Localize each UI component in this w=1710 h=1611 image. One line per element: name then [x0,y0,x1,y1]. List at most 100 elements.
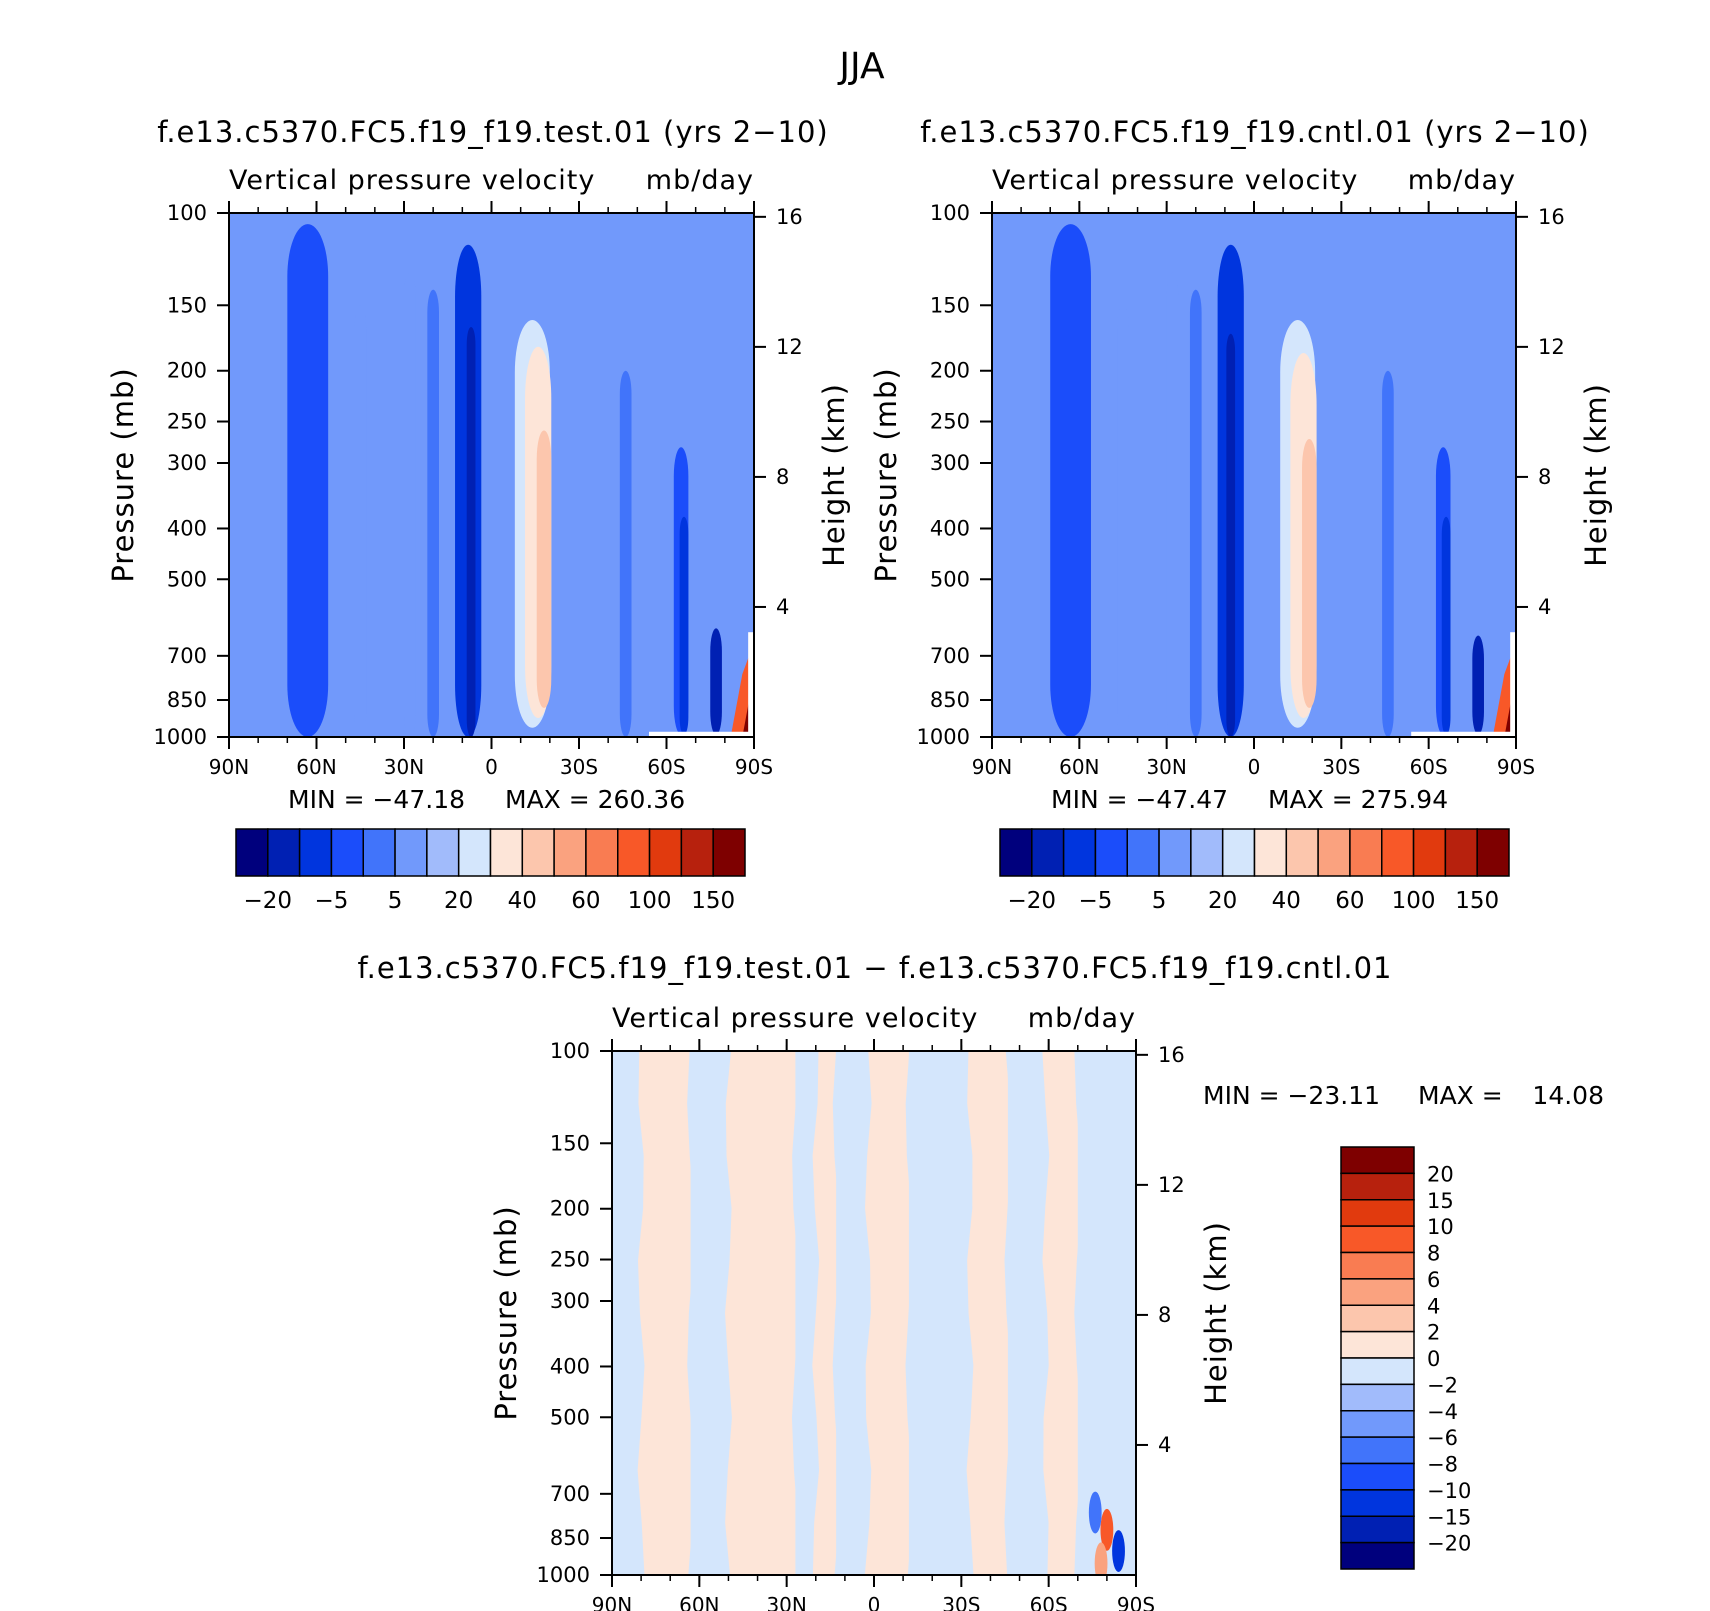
colorbar-label: 40 [1272,888,1301,914]
colorbar-box [1340,1172,1415,1201]
colorbar-label: 20 [1427,1162,1454,1186]
x-tick-label: 30S [1322,755,1360,779]
x-tick-label: 30S [560,755,598,779]
colorbar-label: 5 [388,888,403,914]
x-tick-label: 60N [1059,755,1099,779]
y2-tick-label: 8 [1538,465,1551,489]
panel-cntl: f.e13.c5370.FC5.f19_f19.cntl.01 (yrs 2−1… [869,115,1613,914]
x-tick-label: 0 [485,755,498,779]
y2-tick-label: 4 [1538,595,1551,619]
colorbar-label: 20 [1208,888,1237,914]
colorbar-box [1349,828,1383,877]
field-band [795,1051,816,1575]
colorbar-box [1340,1383,1415,1412]
field-band [637,1051,694,1575]
field-cell [1189,289,1202,737]
x-tick-label: 90S [1497,755,1535,779]
colorbar: −20 −5 5 20 40 60 100 150 [235,828,746,914]
y-tick-label: 700 [930,644,970,668]
field-cell [710,628,722,735]
colorbar-label: −10 [1427,1479,1471,1503]
y-tick-label: 250 [167,410,207,434]
colorbar-box [521,828,555,877]
plot-area [229,213,754,737]
colorbar-box [1340,1199,1415,1227]
panel-subtitle-left: Vertical pressure velocity [229,165,595,196]
x-tick-label: 90S [735,755,773,779]
field-band [690,1051,729,1575]
colorbar-box [648,828,683,877]
colorbar-label: 6 [1427,1268,1440,1292]
x-tick-label: 90N [209,755,249,779]
field-cell [287,224,329,737]
y-axis-label: Pressure (mb) [489,1205,523,1420]
colorbar-box [1340,1462,1415,1491]
colorbar-label: −20 [1008,888,1057,914]
colorbar-box [617,828,651,877]
field-band [864,1051,913,1575]
field-cell [466,326,476,737]
colorbar-box [1126,828,1160,877]
colorbar-label: 150 [691,888,735,914]
colorbar-label: 8 [1427,1242,1440,1266]
colorbar-box [553,828,587,877]
colorbar-label: −6 [1427,1426,1458,1450]
colorbar-box [362,828,396,877]
y-tick-label: 150 [167,293,207,317]
y-tick-label: 100 [930,201,970,225]
colorbar-box [1253,828,1288,877]
colorbar-box [298,828,333,877]
x-tick-label: 90S [1117,1593,1155,1611]
y2-tick-label: 4 [1158,1433,1171,1457]
colorbar-label: 100 [628,888,672,914]
colorbar-box [1340,1515,1415,1544]
y2-axis-label: Height (km) [1199,1221,1233,1405]
panel-title: f.e13.c5370.FC5.f19_f19.test.01 (yrs 2−1… [157,115,829,149]
colorbar-box [394,828,428,877]
plot-area [992,213,1516,737]
colorbar-box [999,828,1033,877]
field-spot [1100,1508,1114,1551]
y-tick-label: 850 [930,688,970,712]
surface-mask [748,632,754,737]
panel-subtitle-right: mb/day [1408,165,1516,196]
y-tick-label: 700 [167,644,207,668]
max-value: 14.08 [1532,1081,1604,1110]
y-tick-label: 500 [550,1405,590,1429]
field-cell [354,305,367,737]
panel-title: f.e13.c5370.FC5.f19_f19.cntl.01 (yrs 2−1… [920,115,1590,149]
colorbar-box [1062,828,1097,877]
x-tick-label: 60N [679,1593,719,1611]
colorbar-box [1340,1410,1415,1438]
colorbar-label: 5 [1152,888,1167,914]
colorbar-label: −8 [1427,1453,1458,1477]
field-cell [1302,439,1317,708]
y2-tick-label: 16 [776,205,803,229]
colorbar-box [1340,1304,1415,1333]
y-axis-label: Pressure (mb) [869,367,903,582]
x-tick-label: 30S [942,1593,980,1611]
surface-mask [649,731,754,737]
colorbar-label: 2 [1427,1321,1440,1345]
field-band [812,1051,840,1575]
field-cell [1226,333,1236,737]
field-spot [1112,1530,1125,1572]
field-cell [1050,224,1091,737]
x-tick-label: 0 [1248,755,1261,779]
x-tick-label: 30N [1146,755,1186,779]
y-tick-label: 100 [550,1039,590,1063]
field-cell [1166,272,1179,737]
figure-title: JJA [837,46,885,87]
field-cell [536,430,552,708]
colorbar-box [1444,828,1478,877]
y-tick-label: 400 [167,516,207,540]
y-tick-label: 200 [167,359,207,383]
colorbar-box [1476,828,1510,877]
x-tick-label: 60S [1410,755,1448,779]
colorbar-label: 20 [444,888,473,914]
max-label: MAX = 260.36 [505,785,685,814]
axes: 100 150 200 250 300 400 500 700 850 1000 16 12 8 4 90N… [917,201,1565,779]
colorbar-box [712,828,746,877]
colorbar-label: 60 [571,888,600,914]
